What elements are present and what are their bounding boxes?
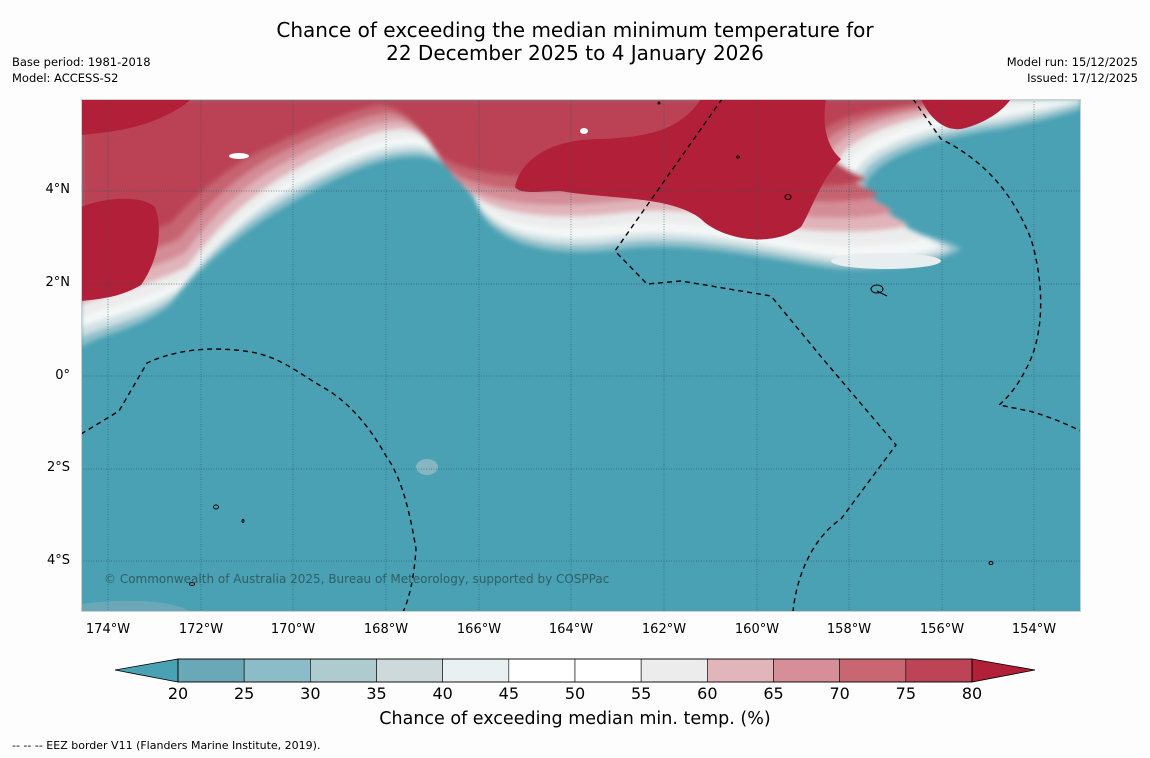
island-kiritimati — [870, 284, 884, 294]
graticule — [81, 99, 1081, 612]
lat-label-4n: 4°N — [45, 182, 71, 197]
colorbar-segment — [773, 658, 840, 683]
lon-label-168w: 168°W — [363, 622, 409, 637]
lon-label-154w: 154°W — [1011, 622, 1057, 637]
colorbar-segment — [376, 658, 443, 683]
issued-date: Issued: 17/12/2025 — [1027, 71, 1138, 85]
core-west — [81, 198, 159, 301]
pale-patch-south — [416, 459, 438, 475]
model-name: Model: ACCESS-S2 — [12, 71, 119, 85]
core-north-west — [81, 99, 191, 135]
colorbar-graphic — [114, 658, 1036, 683]
colorbar-low-extension — [114, 658, 179, 683]
lon-label-172w: 172°W — [178, 622, 224, 637]
island-tabuaeran — [784, 194, 792, 200]
colorbar-tick-label: 60 — [697, 684, 718, 703]
colorbar-segment — [508, 658, 576, 683]
island-south-east — [988, 561, 994, 565]
lon-label-166w: 166°W — [456, 622, 502, 637]
high-probability-cores — [81, 99, 1011, 301]
pale-patch-bottom-left — [81, 600, 191, 612]
colorbar-tick-label: 40 — [432, 684, 453, 703]
model-run: Model run: 15/12/2025 — [1006, 55, 1138, 69]
core-central — [515, 99, 841, 240]
colorbar-tick-label: 65 — [763, 684, 784, 703]
islands — [189, 101, 994, 586]
island-north-east-small — [736, 155, 740, 159]
title-line-1: Chance of exceeding the median minimum t… — [276, 18, 874, 42]
lat-label-0: 0° — [55, 368, 70, 383]
lat-label-2n: 2°N — [45, 275, 71, 290]
eez-footnote: -- -- -- EEZ border V11 (Flanders Marine… — [12, 739, 321, 752]
colorbar-frame — [177, 658, 973, 683]
lon-label-164w: 164°W — [548, 622, 594, 637]
colorbar-segment — [310, 658, 377, 683]
eez-borders — [81, 99, 1081, 612]
base-period: Base period: 1981-2018 — [12, 55, 151, 69]
map-canvas — [81, 99, 1081, 612]
pale-patch-east — [831, 253, 941, 269]
pale-patch-north — [229, 153, 249, 159]
map-frame — [81, 99, 1081, 612]
colorbar-segment — [905, 658, 973, 683]
colorbar-title: Chance of exceeding median min. temp. (%… — [379, 709, 771, 729]
eez-border-west — [81, 348, 417, 612]
lon-label-170w: 170°W — [270, 622, 316, 637]
colorbar-segment — [640, 658, 708, 683]
metadata-right: Model run: 15/12/2025 Issued: 17/12/2025 — [1007, 54, 1138, 86]
eez-border-east — [912, 99, 1081, 432]
colorbar-tick-label: 70 — [829, 684, 850, 703]
island-south-west — [189, 582, 195, 586]
colorbar-tick-label: 30 — [300, 684, 321, 703]
metadata-left: Base period: 1981-2018 Model: ACCESS-S2 — [12, 54, 151, 86]
title-line-2: 22 December 2025 to 4 January 2026 — [386, 41, 764, 65]
chart-title: Chance of exceeding the median minimum t… — [0, 19, 1150, 65]
island-west-1 — [213, 504, 219, 510]
colorbar-segment — [839, 658, 907, 683]
copyright-notice: © Commonwealth of Australia 2025, Bureau… — [104, 572, 610, 586]
eez-border-central — [614, 99, 897, 612]
pale-patch-north-2 — [580, 128, 588, 134]
colorbar-tick-label: 80 — [961, 684, 983, 703]
colorbar-segment — [574, 658, 642, 683]
forecast-map: © Commonwealth of Australia 2025, Bureau… — [81, 99, 1081, 612]
colorbar-tick-label: 45 — [498, 684, 519, 703]
colorbar — [110, 656, 1040, 688]
lon-label-160w: 160°W — [734, 622, 780, 637]
colorbar-tick-label: 25 — [233, 684, 255, 703]
colorbar-segment — [707, 658, 774, 683]
core-north-east — [921, 99, 1011, 130]
island-kiritimati-tail — [876, 290, 888, 297]
lon-label-162w: 162°W — [641, 622, 687, 637]
lon-label-158w: 158°W — [826, 622, 872, 637]
colorbar-tick-label: 50 — [564, 684, 586, 703]
lat-label-2s: 2°S — [46, 460, 70, 475]
colorbar-segments — [177, 658, 973, 683]
island-north-small — [657, 101, 661, 105]
colorbar-tick-label: 55 — [630, 684, 652, 703]
colorbar-tick-label: 35 — [366, 684, 387, 703]
lon-label-174w: 174°W — [85, 622, 131, 637]
colorbar-high-extension — [971, 658, 1036, 683]
colorbar-segment — [442, 658, 510, 683]
island-west-2 — [241, 519, 245, 523]
colorbar-tick-label: 20 — [167, 684, 189, 703]
lat-label-4s: 4°S — [46, 553, 70, 568]
colorbar-tick-label: 75 — [895, 684, 916, 703]
colorbar-segment — [177, 658, 245, 683]
lon-label-156w: 156°W — [919, 622, 965, 637]
colorbar-segment — [243, 658, 311, 683]
